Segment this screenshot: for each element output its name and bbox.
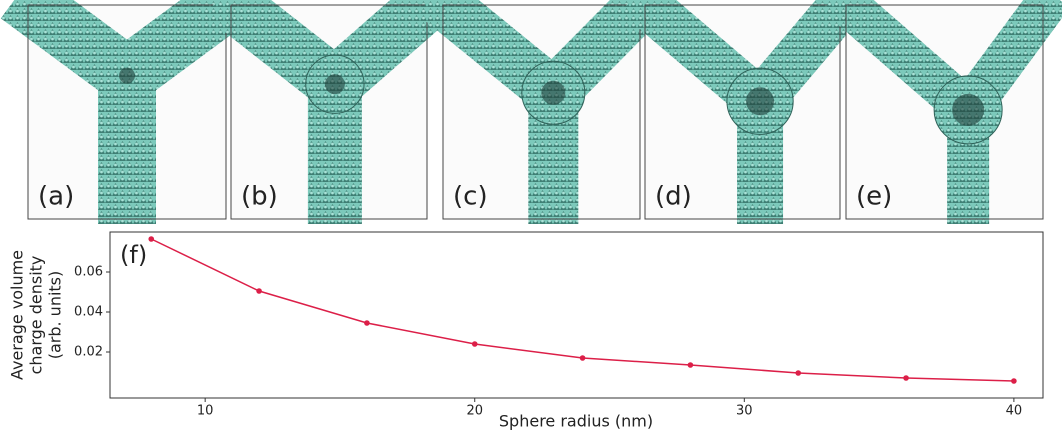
data-point <box>795 370 802 376</box>
y-tick-label: 0.06 <box>74 265 103 280</box>
junction-core <box>541 80 566 105</box>
junction-core <box>746 87 775 116</box>
junction-core <box>952 93 985 126</box>
panel-frame <box>442 4 641 220</box>
junction-core <box>119 67 135 84</box>
panel-label: (f) <box>120 241 147 269</box>
data-point <box>687 362 694 368</box>
panel-label: (b) <box>241 182 278 212</box>
panel-frame <box>845 4 1044 220</box>
image-panel: (a) <box>0 0 254 224</box>
line-chart: (f) Sphere radius (nm) Average volume ch… <box>8 231 1044 431</box>
data-point <box>364 320 370 326</box>
panel-label: (c) <box>453 182 488 212</box>
image-panel: (b) <box>204 0 455 224</box>
junction-core <box>324 74 345 95</box>
x-axis-label: Sphere radius (nm) <box>499 412 653 431</box>
y-tick-label: 0.04 <box>74 305 103 320</box>
y-axis-label: (arb. units) <box>46 271 65 360</box>
image-panel: (e) <box>822 0 1062 224</box>
x-tick-label: 20 <box>466 404 483 419</box>
panel-frame <box>644 4 841 220</box>
y-axis-label: charge density <box>27 256 46 375</box>
data-point <box>471 341 478 347</box>
x-tick-label: 30 <box>736 404 753 419</box>
data-point <box>903 375 909 381</box>
x-tick-label: 10 <box>197 404 214 419</box>
data-point <box>579 355 586 361</box>
y-tick-label: 0.02 <box>74 345 103 360</box>
panel-label: (e) <box>856 182 892 212</box>
plot-frame <box>109 231 1044 399</box>
data-point <box>148 236 155 242</box>
panel-label: (d) <box>655 182 692 212</box>
panel-row: (a) (b) (c) (d) (e) <box>0 0 1062 224</box>
x-tick-label: 40 <box>1006 404 1023 419</box>
data-point <box>1011 378 1017 384</box>
y-axis-label: Average volume <box>8 250 27 380</box>
panel-label: (a) <box>38 182 74 212</box>
panel-frame <box>27 4 227 220</box>
panel-frame <box>230 4 428 220</box>
image-panel: (d) <box>620 0 868 224</box>
data-point <box>256 288 262 294</box>
image-panel: (c) <box>417 0 668 224</box>
